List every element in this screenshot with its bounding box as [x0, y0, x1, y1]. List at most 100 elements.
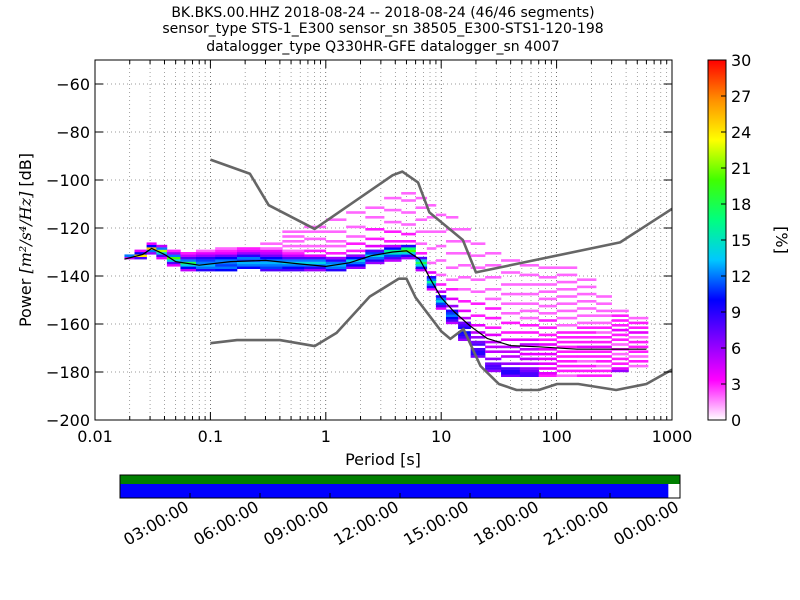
density-cell [596, 364, 612, 368]
density-cell [501, 271, 521, 274]
density-cell [435, 273, 447, 277]
density-cell [556, 355, 578, 358]
density-cell [236, 252, 261, 255]
chart-title-line-3: datalogger_type Q330HR-GFE datalogger_sn… [206, 39, 559, 55]
density-cell [485, 357, 502, 361]
density-cell [596, 369, 612, 373]
density-cell [156, 249, 168, 253]
density-cell [576, 321, 597, 325]
density-cell [611, 362, 629, 365]
density-cell [596, 326, 612, 329]
density-cell [596, 350, 612, 353]
density-cell [445, 314, 459, 317]
density-cell [556, 316, 578, 320]
density-cell [435, 302, 447, 305]
availability-time-axis: 03:00:0006:00:0009:00:0012:00:0015:00:00… [120, 493, 682, 549]
density-cell [445, 252, 459, 255]
density-cell [470, 350, 486, 353]
series-layer [124, 158, 672, 392]
density-cell [346, 254, 366, 257]
density-cell [458, 288, 471, 291]
density-cell [215, 259, 238, 262]
data-availability-chart: 03:00:0006:00:0009:00:0012:00:0015:00:00… [119, 474, 682, 549]
density-cell [325, 230, 347, 233]
colorbar-label: [%] [772, 226, 791, 254]
density-cell [435, 259, 447, 262]
density-cell [485, 307, 502, 310]
y-axis-label-suffix: [dB] [16, 153, 35, 192]
density-cell [556, 295, 578, 298]
density-cell [485, 362, 502, 365]
density-cell [470, 348, 486, 351]
density-layer [124, 192, 649, 377]
availability-tick-label: 18:00:00 [470, 497, 542, 549]
density-cell [470, 355, 486, 358]
density-cell [470, 340, 486, 344]
density-cell [384, 208, 402, 212]
colorbar-tick-label: 30 [731, 51, 751, 70]
density-cell [576, 364, 597, 368]
density-cell [415, 264, 428, 267]
density-cell [282, 235, 305, 238]
density-cell [180, 254, 197, 257]
density-cell [628, 364, 649, 368]
density-cell [628, 350, 649, 353]
density-cell [384, 256, 402, 260]
density-cell [519, 367, 540, 370]
density-cell [384, 249, 402, 253]
density-cell [282, 252, 305, 255]
density-cell [611, 357, 629, 361]
density-cell [260, 256, 283, 260]
density-cell [346, 225, 366, 229]
density-cell [166, 256, 181, 260]
density-cell [458, 326, 471, 329]
density-cell [485, 364, 502, 368]
density-cell [501, 292, 521, 296]
density-cell [485, 369, 502, 373]
y-tick-label: −120 [46, 219, 90, 238]
density-cell [556, 374, 578, 377]
density-cell [519, 283, 540, 286]
density-cell [458, 300, 471, 303]
density-cell [576, 374, 597, 377]
density-cell [445, 309, 459, 313]
density-cell [401, 232, 416, 236]
density-cell [180, 256, 197, 260]
density-cell [519, 264, 540, 267]
density-cell [628, 355, 649, 358]
density-cell [346, 235, 366, 238]
density-cell [470, 266, 486, 269]
density-cell [304, 259, 327, 262]
density-cell [628, 345, 649, 349]
density-cell [365, 259, 385, 262]
density-cell [156, 256, 168, 260]
density-cell [166, 252, 181, 255]
density-cell [576, 278, 597, 281]
density-cell [415, 196, 428, 200]
density-cell [470, 302, 486, 305]
density-cell [576, 285, 597, 289]
density-cell [415, 259, 428, 262]
density-cell [304, 225, 327, 229]
density-cell [458, 309, 471, 313]
density-cell [458, 252, 471, 255]
density-cell [556, 336, 578, 339]
density-cell [445, 316, 459, 320]
density-cell [180, 266, 197, 269]
density-cell [611, 352, 629, 356]
density-cell [485, 276, 502, 279]
density-cell [195, 254, 216, 257]
density-cell [365, 228, 385, 231]
density-cell [485, 316, 502, 320]
density-cell [556, 364, 578, 368]
x-tick-label: 100 [541, 427, 572, 446]
density-cell [415, 256, 428, 260]
density-cell [501, 367, 521, 370]
density-cell [611, 324, 629, 327]
density-cell [628, 326, 649, 329]
density-cell [458, 276, 471, 279]
density-cell [325, 240, 347, 243]
density-cell [458, 333, 471, 337]
density-cell [470, 254, 486, 257]
density-cell [236, 249, 261, 253]
